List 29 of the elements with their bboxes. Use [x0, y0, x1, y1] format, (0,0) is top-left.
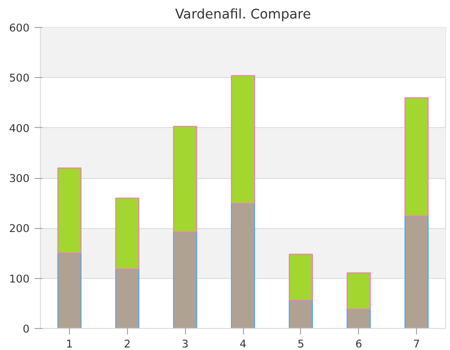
bar [346, 308, 371, 328]
y-tick-label: 100 [9, 272, 30, 286]
y-tick-label: 300 [9, 172, 30, 185]
y-tick-label: 600 [9, 22, 30, 34]
bar [57, 252, 82, 328]
x-tick-label: 6 [355, 338, 362, 350]
x-tick-label: 4 [240, 338, 247, 350]
bar [173, 126, 198, 233]
x-tick-label: 5 [297, 338, 304, 350]
x-tick-label: 7 [413, 338, 420, 350]
y-tick-label: 400 [9, 122, 30, 135]
bar [404, 216, 429, 328]
y-tick-label: 500 [9, 72, 30, 85]
bar [346, 272, 371, 310]
x-tick-label: 1 [66, 338, 73, 350]
bar [57, 167, 82, 254]
x-tick-label: 2 [124, 338, 131, 350]
bar [404, 97, 429, 217]
y-tick-label: 200 [9, 222, 30, 236]
bar [230, 75, 256, 204]
bar [288, 300, 313, 328]
x-tick-label: 3 [182, 338, 189, 350]
bar [173, 232, 198, 328]
bar [230, 203, 256, 328]
y-tick-label: 0 [22, 322, 30, 336]
chart-title: Vardenafil. Compare [175, 8, 311, 22]
bar [115, 198, 140, 270]
bar [115, 268, 140, 328]
bar [288, 254, 313, 301]
